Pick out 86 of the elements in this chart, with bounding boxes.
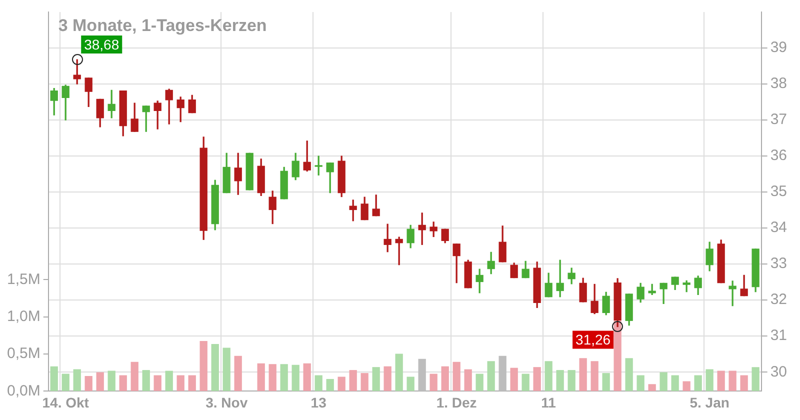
bar <box>706 369 714 392</box>
bar <box>211 344 219 392</box>
bar <box>533 367 541 392</box>
bar <box>556 370 564 392</box>
x-tick-label: 3. Nov <box>206 394 248 410</box>
bar <box>176 375 184 392</box>
x-tick-label: 1. Dez <box>436 394 477 410</box>
bar <box>384 366 392 392</box>
bar <box>568 370 576 392</box>
bar <box>441 366 449 392</box>
bar <box>395 354 403 392</box>
chart-title: 3 Monate, 1-Tages-Kerzen <box>58 16 267 36</box>
x-tick-label: 13 <box>310 394 327 410</box>
bar <box>314 375 322 392</box>
bar <box>154 375 162 392</box>
bar <box>326 378 334 392</box>
bar <box>660 372 668 392</box>
bar <box>292 364 300 392</box>
y-tick-label: 37 <box>770 111 788 128</box>
y-tick-label: 33 <box>770 255 788 272</box>
bar <box>625 358 633 392</box>
y-tick-label: 32 <box>770 291 788 308</box>
bar <box>280 364 288 392</box>
y2-tick-label: 0,0M <box>6 382 40 400</box>
bar <box>165 370 173 392</box>
bar <box>234 356 242 392</box>
candlestick <box>728 280 736 306</box>
bar <box>498 356 506 392</box>
bar <box>142 370 150 392</box>
bar <box>728 370 736 392</box>
bar <box>96 372 104 392</box>
bar <box>84 376 92 392</box>
bar <box>119 375 127 392</box>
bar <box>372 367 380 392</box>
bar <box>648 384 656 392</box>
bar <box>740 375 748 392</box>
bar <box>464 369 472 392</box>
bar <box>602 373 610 392</box>
bar <box>200 341 208 392</box>
x-tick-label: 14. Okt <box>42 394 90 410</box>
y-tick-label: 31 <box>770 327 788 344</box>
y-tick-label: 35 <box>770 183 788 200</box>
bar <box>188 375 196 392</box>
bar <box>303 363 311 392</box>
y2-tick-label: 1,5M <box>6 270 40 288</box>
bar <box>257 363 265 392</box>
bar <box>430 374 438 392</box>
bar <box>130 362 138 392</box>
y-tick-label: 34 <box>770 219 788 236</box>
bar <box>544 361 552 392</box>
y2-tick-label: 0,5M <box>6 345 40 362</box>
bar <box>108 370 116 392</box>
bar <box>522 374 530 392</box>
bar <box>510 368 518 392</box>
bar <box>418 358 426 392</box>
bar <box>671 375 679 392</box>
y2-tick-label: 1,0M <box>6 308 40 325</box>
bar <box>349 370 357 392</box>
candlestick <box>556 260 564 298</box>
bar <box>487 361 495 392</box>
bar <box>579 358 587 392</box>
bar <box>360 373 368 392</box>
x-tick-label: 11 <box>541 394 556 410</box>
candlestick <box>682 280 690 292</box>
x-tick-label: 5. Jan <box>690 394 730 410</box>
annotation: 38,68 <box>84 36 120 52</box>
y-tick-label: 36 <box>770 147 788 164</box>
bar <box>73 369 81 392</box>
y-tick-label: 30 <box>770 363 788 380</box>
bar <box>590 361 598 392</box>
bar <box>452 362 460 392</box>
bar <box>682 381 690 392</box>
bar <box>476 374 484 392</box>
bar <box>222 348 230 392</box>
bar <box>62 374 70 392</box>
bar <box>694 375 702 392</box>
bar <box>406 376 414 392</box>
annotation: 31,26 <box>576 332 611 348</box>
y-tick-label: 39 <box>770 39 788 56</box>
bar <box>338 376 346 392</box>
bar <box>717 370 725 392</box>
bar <box>636 375 644 392</box>
y-tick-label: 38 <box>770 75 788 92</box>
bar <box>268 364 276 392</box>
bar <box>752 367 760 392</box>
bar <box>50 366 58 392</box>
